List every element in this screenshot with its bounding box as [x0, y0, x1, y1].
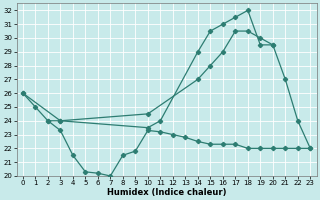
X-axis label: Humidex (Indice chaleur): Humidex (Indice chaleur): [107, 188, 226, 197]
